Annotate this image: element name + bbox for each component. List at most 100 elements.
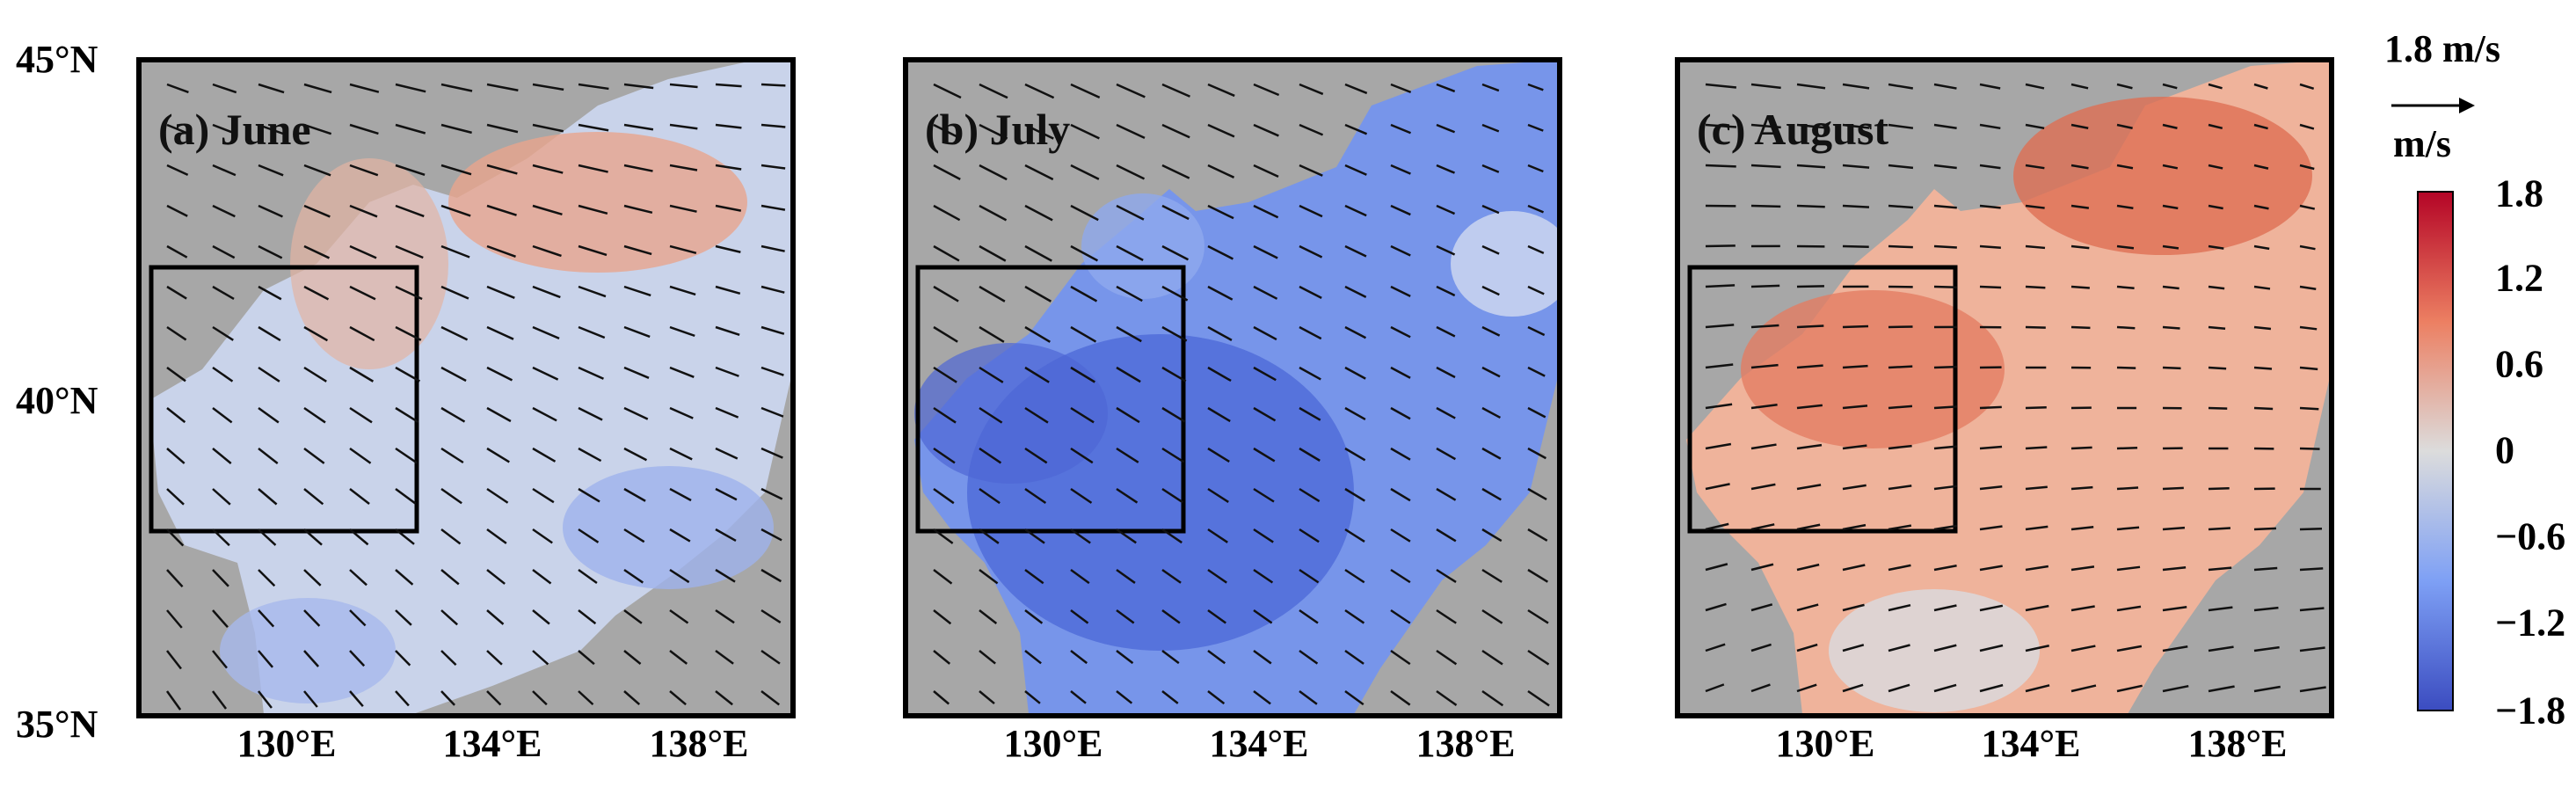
- velocity-arrow: [1207, 325, 1233, 341]
- velocity-arrow: [440, 487, 462, 505]
- velocity-arrow: [1979, 244, 2001, 249]
- velocity-arrow: [669, 325, 695, 338]
- velocity-arrow: [212, 285, 235, 301]
- velocity-arrow: [2025, 565, 2049, 572]
- velocity-arrow: [2253, 244, 2270, 251]
- lon-label-138e-july: 138°E: [1415, 722, 1516, 765]
- velocity-arrow: [258, 366, 280, 383]
- velocity-arrow: [2025, 123, 2045, 130]
- velocity-arrow: [1253, 83, 1280, 97]
- velocity-arrow: [1299, 689, 1318, 705]
- velocity-arrow: [2299, 607, 2325, 612]
- velocity-arrow: [303, 488, 324, 506]
- velocity-arrow: [440, 244, 470, 259]
- velocity-arrow: [303, 204, 331, 218]
- velocity-arrow: [1024, 366, 1050, 383]
- velocity-arrow: [2116, 123, 2133, 129]
- velocity-arrow: [2208, 566, 2232, 572]
- velocity-arrow: [1888, 204, 1914, 209]
- velocity-arrow: [2162, 684, 2189, 693]
- velocity-arrow: [2070, 684, 2097, 693]
- velocity-arrow: [1253, 325, 1277, 341]
- velocity-arrow: [1750, 643, 1772, 652]
- velocity-arrow: [166, 488, 185, 506]
- velocity-arrow: [669, 285, 696, 296]
- velocity-arrow: [303, 690, 318, 708]
- velocity-arrow: [578, 568, 598, 585]
- velocity-arrow: [2025, 325, 2046, 329]
- velocity-arrow: [440, 325, 469, 341]
- velocity-arrow: [1344, 123, 1368, 135]
- velocity-arrow: [395, 204, 425, 218]
- velocity-arrow: [1933, 204, 1957, 209]
- velocity-arrow: [395, 528, 415, 545]
- velocity-arrow: [1116, 568, 1136, 584]
- velocity-arrow: [2299, 646, 2325, 652]
- velocity-arrow: [715, 568, 736, 583]
- velocity-arrow: [166, 244, 188, 259]
- velocity-arrow: [1979, 445, 2003, 450]
- velocity-arrow: [349, 690, 364, 707]
- velocity-arrow: [1253, 406, 1277, 422]
- velocity-arrow: [1796, 364, 1823, 369]
- velocity-arrow: [1116, 285, 1143, 302]
- velocity-arrow: [1161, 487, 1184, 504]
- velocity-arrow: [1024, 650, 1042, 665]
- velocity-arrow: [1344, 83, 1368, 95]
- velocity-arrow: [1390, 447, 1411, 461]
- velocity-arrow: [1344, 325, 1367, 339]
- lon-label-138e-june: 138°E: [649, 722, 749, 765]
- velocity-arrow: [1116, 447, 1139, 463]
- velocity-arrow: [623, 609, 643, 624]
- velocity-arrow: [532, 123, 564, 133]
- velocity-arrow: [1750, 164, 1781, 169]
- panel-title-july: (b) July: [925, 105, 1071, 154]
- velocity-arrow: [1161, 164, 1190, 179]
- velocity-arrow: [623, 325, 651, 339]
- cool-anomaly-june-2: [220, 598, 396, 703]
- velocity-arrow: [2116, 565, 2141, 572]
- velocity-arrow: [349, 366, 375, 383]
- velocity-arrow: [623, 528, 645, 543]
- velocity-arrow: [440, 569, 460, 586]
- velocity-arrow: [1527, 649, 1550, 666]
- velocity-arrow: [212, 204, 236, 218]
- velocity-arrow: [2208, 685, 2235, 693]
- velocity-arrow: [1024, 83, 1055, 99]
- velocity-arrow: [2208, 204, 2223, 210]
- velocity-arrow: [440, 285, 469, 300]
- velocity-arrow: [933, 244, 960, 262]
- velocity-arrow: [2070, 325, 2091, 330]
- velocity-arrow: [715, 164, 742, 171]
- velocity-arrow: [349, 528, 369, 546]
- velocity-arrow: [1888, 325, 1913, 329]
- velocity-arrow: [1253, 528, 1274, 543]
- velocity-arrow: [1024, 406, 1049, 424]
- velocity-arrow: [212, 690, 228, 710]
- velocity-arrow: [1933, 285, 1957, 288]
- velocity-arrow: [1979, 525, 2003, 531]
- study-box-june: [149, 265, 419, 534]
- velocity-arrow: [1070, 609, 1089, 624]
- velocity-arrow: [760, 83, 786, 87]
- velocity-arrow: [623, 285, 651, 297]
- velocity-arrow: [1750, 284, 1780, 288]
- velocity-arrow: [1705, 123, 1737, 128]
- velocity-arrow: [1207, 528, 1228, 543]
- velocity-arrow: [1888, 524, 1912, 531]
- velocity-arrow: [578, 528, 600, 543]
- weak-anomaly-july: [1451, 211, 1560, 317]
- velocity-arrow: [166, 366, 186, 383]
- velocity-arrow: [1344, 528, 1365, 543]
- velocity-arrow: [1750, 83, 1781, 90]
- velocity-arrow: [2299, 123, 2315, 130]
- velocity-arrow: [1796, 404, 1823, 410]
- velocity-arrow: [395, 325, 422, 341]
- velocity-arrow: [715, 406, 739, 419]
- velocity-arrow: [1116, 690, 1133, 704]
- velocity-arrow: [258, 528, 277, 546]
- velocity-arrow: [1527, 285, 1545, 295]
- velocity-arrow: [1527, 164, 1544, 173]
- velocity-arrow: [1979, 123, 2001, 130]
- velocity-arrow: [212, 325, 234, 341]
